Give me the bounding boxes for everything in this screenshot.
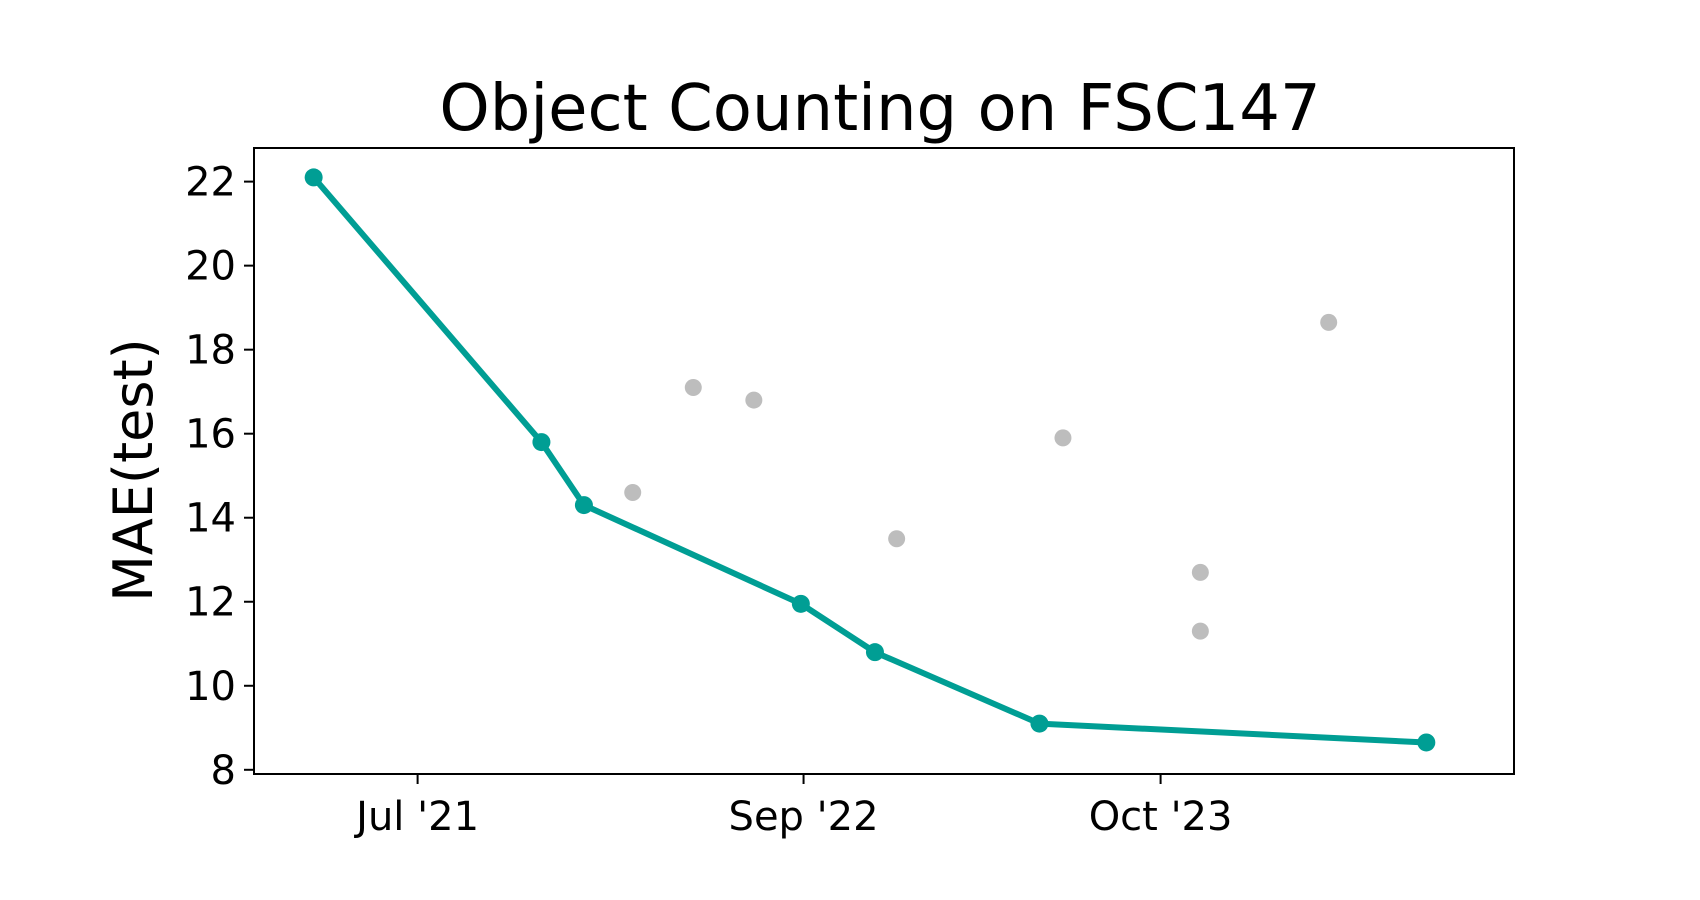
y-tick-label: 14 [185,496,236,542]
other-method-point [1320,313,1338,331]
sota-point [1417,733,1436,752]
sota-series [304,168,1436,752]
other-method-point [684,378,702,396]
other-method-point [1054,429,1072,447]
other-method-point [1191,622,1209,640]
y-tick-label: 20 [185,244,236,290]
sota-point [304,168,323,187]
plot-area: 8 10 12 14 16 18 20 22 Jul '21 Sep '22 Oct '23 [185,147,1515,840]
y-tick-label: 10 [185,664,236,710]
x-tick-label: Oct '23 [1089,794,1233,840]
y-tick-label: 22 [185,160,236,206]
plot-frame [253,147,1515,775]
y-axis-label: MAE(test) [102,338,165,602]
x-tick-label: Sep '22 [729,794,879,840]
x-tick-label: Jul '21 [353,794,479,840]
other-method-point [1191,563,1209,581]
sota-point [1030,714,1049,733]
other-method-point [888,530,906,548]
x-axis: Jul '21 Sep '22 Oct '23 [353,774,1232,840]
y-tick-label: 16 [185,412,236,458]
y-tick-label: 12 [185,580,236,626]
sota-point [791,594,810,613]
sota-point [865,643,884,662]
y-tick-label: 18 [185,328,236,374]
y-axis: 8 10 12 14 16 18 20 22 [185,160,254,794]
sota-point [532,433,551,452]
other-method-point [624,484,642,502]
sota-point [574,496,593,515]
y-tick-label: 8 [211,748,236,794]
chart-title: Object Counting on FSC147 [439,72,1320,146]
other-methods-series [624,313,1338,640]
other-method-point [745,391,763,409]
